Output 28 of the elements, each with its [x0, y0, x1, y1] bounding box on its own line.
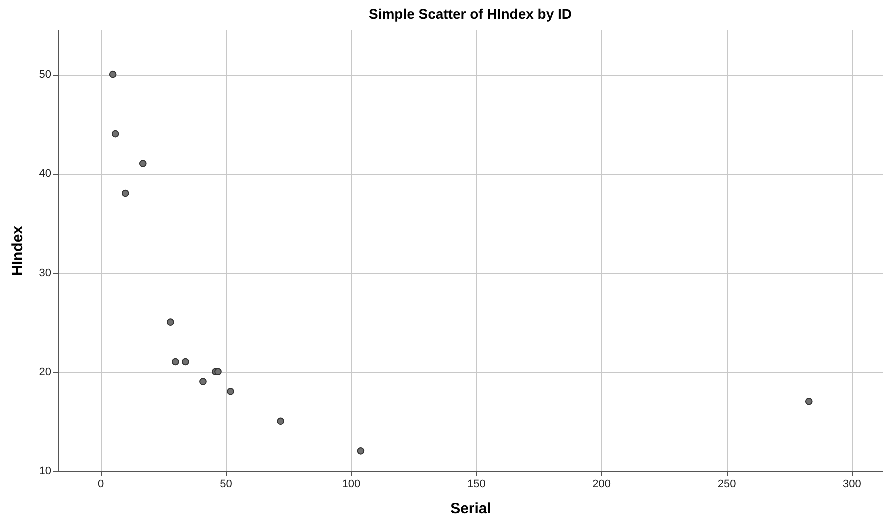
point	[112, 130, 120, 138]
y-axis-title: HIndex	[9, 225, 26, 276]
point	[139, 160, 147, 168]
y-tick-label: 30	[39, 267, 52, 280]
point	[277, 418, 284, 426]
x-tick-label: 300	[843, 478, 862, 490]
point	[227, 388, 234, 396]
x-axis-title: Serial	[450, 500, 492, 518]
point	[122, 190, 130, 198]
point	[200, 378, 207, 386]
point	[109, 70, 117, 78]
point	[172, 358, 180, 366]
chart-title: Simple Scatter of HIndex by ID	[368, 6, 572, 22]
point	[182, 358, 190, 366]
x-tick-label: 250	[718, 478, 736, 490]
y-tick-label: 20	[39, 366, 52, 378]
x-tick-label: 50	[220, 478, 232, 490]
y-tick-label: 40	[39, 168, 52, 180]
y-tick-label: 10	[39, 466, 52, 478]
x-tick-label: 100	[342, 478, 361, 490]
point	[805, 398, 813, 406]
x-tick-label: 150	[467, 478, 486, 490]
point	[167, 318, 174, 326]
x-tick-label: 200	[592, 478, 612, 490]
point	[357, 448, 365, 455]
x-tick-label: 0	[98, 478, 104, 490]
y-tick-label: 50	[39, 69, 52, 82]
point	[214, 368, 222, 376]
